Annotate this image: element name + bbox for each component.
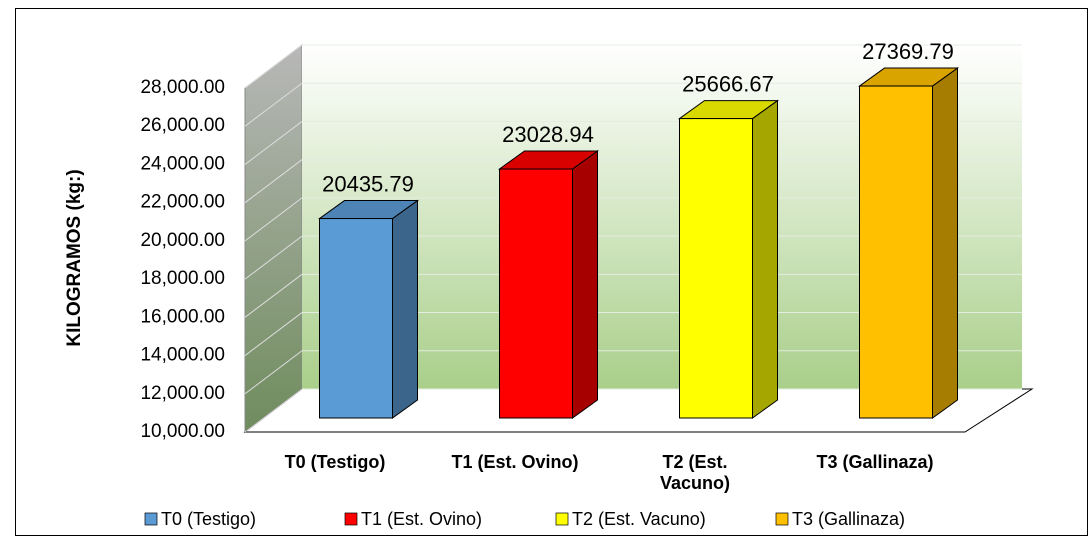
y-tick-label: 18,000.00: [140, 268, 225, 289]
y-tick-label: 28,000.00: [140, 77, 225, 98]
legend-label: T1 (Est. Ovino): [361, 509, 482, 529]
x-tick-label: T3 (Gallinaza): [816, 452, 934, 472]
bar: [859, 85, 933, 419]
grid-line: [244, 312, 303, 356]
legend-swatch: [555, 512, 569, 526]
y-tick-label: 22,000.00: [140, 192, 225, 213]
data-label: 27369.79: [862, 39, 954, 64]
grid-line: [244, 273, 303, 318]
y-tick-label: 12,000.00: [140, 383, 225, 404]
x-tick-label: T2 (Est. Vacuno): [659, 452, 730, 493]
y-tick-label: 26,000.00: [140, 115, 225, 136]
legend-label: T2 (Est. Vacuno): [572, 509, 706, 529]
bar-side: [932, 67, 958, 419]
grid-line: [244, 159, 303, 204]
data-label: 23028.94: [502, 122, 594, 147]
y-axis-title: KILOGRAMOS (kg:): [64, 169, 85, 346]
grid-line: [244, 121, 303, 165]
grid-line: [244, 44, 303, 89]
y-tick-label: 16,000.00: [140, 306, 225, 327]
grid-line: [244, 388, 303, 433]
bar-side: [752, 99, 778, 419]
left-wall: [244, 43, 303, 434]
x-tick-label: T1 (Est. Ovino): [451, 452, 579, 472]
legend-swatch: [344, 512, 358, 526]
bar-side: [572, 150, 598, 419]
back-wall: [302, 45, 1022, 389]
bar: [679, 118, 753, 419]
y-tick-label: 10,000.00: [140, 421, 225, 442]
grid-line: [244, 82, 303, 127]
legend-swatch: [144, 512, 158, 526]
legend-label: T0 (Testigo): [161, 509, 256, 529]
y-tick-label: 20,000.00: [140, 230, 225, 251]
grid-line: [244, 350, 303, 395]
bar-side: [392, 199, 418, 419]
y-tick-label: 24,000.00: [140, 153, 225, 174]
data-label: 25666.67: [682, 71, 774, 96]
legend-label: T3 (Gallinaza): [792, 509, 905, 529]
legend-swatch: [775, 512, 789, 526]
grid-line: [244, 235, 303, 280]
bar: [319, 218, 393, 419]
bar: [499, 168, 573, 419]
x-tick-label: T0 (Testigo): [284, 452, 386, 472]
y-tick-label: 14,000.00: [140, 345, 225, 366]
grid-line: [244, 197, 303, 242]
data-label: 20435.79: [322, 171, 414, 196]
